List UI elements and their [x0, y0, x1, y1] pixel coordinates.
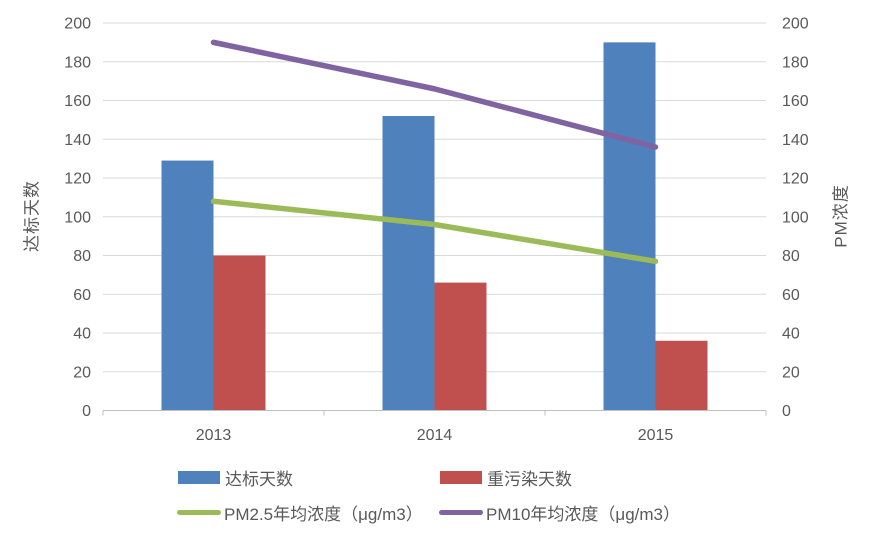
y-tick-label-left: 180	[64, 54, 91, 71]
x-tick-label: 2015	[638, 427, 674, 444]
y-tick-label-right: 100	[782, 209, 809, 226]
y-tick-label-right: 200	[782, 16, 809, 33]
y-tick-label-left: 80	[73, 248, 91, 265]
bar-heavy-pollution-days-2013	[213, 255, 266, 411]
legend-label-heavy-pollution-days: 重污染天数	[487, 469, 572, 489]
y-tick-label-left: 140	[64, 132, 91, 149]
bar-heavy-pollution-days-2015	[655, 340, 708, 411]
y-tick-label-left: 100	[64, 209, 91, 226]
right-axis-title: PM浓度	[831, 184, 851, 248]
x-tick-label: 2013	[196, 427, 232, 444]
y-tick-label-left: 160	[64, 93, 91, 110]
bar-standard-days-2014	[382, 116, 435, 411]
legend-item-heavy-pollution-days: 重污染天数	[440, 468, 572, 489]
y-tick-label-left: 120	[64, 171, 91, 188]
legend-item-pm25: PM2.5年均浓度（μg/m3）	[177, 503, 423, 524]
line-pm25-annual	[210, 198, 659, 265]
y-tick-label-left: 20	[73, 364, 91, 381]
line-pm10-annual	[210, 39, 659, 150]
y-tick-label-right: 180	[782, 54, 809, 71]
y-tick-label-right: 140	[782, 132, 809, 149]
y-tick-label-left: 200	[64, 16, 91, 33]
legend-swatch-heavy-pollution-days	[440, 470, 482, 484]
y-tick-label-left: 40	[73, 326, 91, 343]
bar-standard-days-2015	[603, 42, 656, 411]
y-tick-label-right: 120	[782, 171, 809, 188]
legend-item-standard-days: 达标天数	[178, 468, 293, 489]
legend-item-pm10: PM10年均浓度（μg/m3）	[439, 503, 680, 524]
bar-heavy-pollution-days-2014	[434, 282, 487, 411]
y-tick-label-right: 20	[782, 364, 800, 381]
y-tick-label-right: 0	[782, 403, 791, 420]
legend-swatch-pm25	[177, 509, 221, 515]
y-tick-label-right: 80	[782, 248, 800, 265]
y-tick-label-right: 40	[782, 326, 800, 343]
legend-swatch-pm10	[439, 509, 483, 515]
legend-label-pm25: PM2.5年均浓度（μg/m3）	[224, 504, 423, 524]
y-tick-label-left: 60	[73, 287, 91, 304]
bar-standard-days-2013	[161, 160, 214, 411]
left-axis-title: 达标天数	[22, 180, 42, 252]
legend-swatch-standard-days	[178, 470, 220, 484]
legend-label-pm10: PM10年均浓度（μg/m3）	[486, 504, 680, 524]
y-tick-label-right: 160	[782, 93, 809, 110]
y-tick-label-left: 0	[82, 403, 91, 420]
x-tick-label: 2014	[417, 427, 453, 444]
legend-label-standard-days: 达标天数	[225, 469, 293, 489]
y-tick-label-right: 60	[782, 287, 800, 304]
